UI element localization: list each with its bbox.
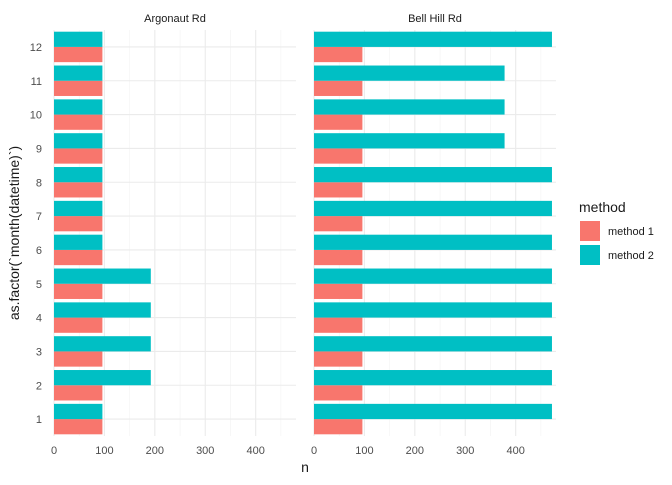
- bar-method-2-month-10: [54, 99, 103, 115]
- bar-method-2-month-11: [54, 65, 103, 81]
- x-tick-label: 400: [506, 445, 524, 457]
- bar-method-1-month-4: [54, 317, 103, 333]
- y-tick-label: 12: [30, 42, 42, 54]
- x-axis-title: n: [301, 459, 309, 475]
- y-tick-label: 11: [31, 76, 42, 88]
- bar-method-1-month-10: [54, 114, 103, 130]
- bar-method-1-month-6: [54, 249, 103, 266]
- y-tick-label: 3: [36, 346, 42, 358]
- bar-method-2-month-8: [314, 167, 552, 183]
- bar-method-2-month-7: [54, 200, 103, 217]
- y-tick-label: 4: [36, 313, 42, 325]
- x-tick-label: 0: [51, 445, 57, 457]
- bar-method-2-month-3: [54, 336, 151, 352]
- bar-method-2-month-6: [314, 234, 552, 250]
- bar-method-1-month-4: [314, 317, 363, 333]
- y-axis-title: as.factor(`month(datetime)`): [6, 146, 22, 320]
- x-tick-label: 400: [246, 445, 264, 457]
- bar-method-2-month-11: [314, 65, 505, 81]
- bar-method-2-month-4: [54, 302, 151, 318]
- bar-method-1-month-6: [314, 249, 363, 266]
- bar-method-2-month-10: [314, 99, 505, 115]
- bar-method-2-month-9: [54, 133, 103, 149]
- bar-method-1-month-9: [314, 148, 363, 164]
- y-tick-label: 9: [36, 143, 42, 155]
- bar-method-1-month-1: [54, 419, 103, 435]
- y-tick-label: 8: [36, 177, 42, 189]
- bar-method-2-month-4: [314, 302, 552, 318]
- bar-method-1-month-7: [314, 216, 363, 232]
- x-tick-label: 100: [95, 445, 113, 457]
- y-tick-label: 2: [36, 380, 42, 392]
- facet-label: Argonaut Rd: [144, 13, 206, 25]
- bar-method-1-month-11: [54, 80, 103, 96]
- x-tick-label: 100: [355, 445, 373, 457]
- bar-method-1-month-8: [314, 182, 363, 198]
- bars-layer: [54, 31, 552, 435]
- y-tick-label: 10: [30, 110, 42, 122]
- legend-label: method 2: [608, 250, 654, 262]
- bar-method-2-month-9: [314, 133, 505, 149]
- bar-method-2-month-7: [314, 200, 552, 217]
- legend: method method 1 method 2: [579, 199, 654, 265]
- y-tick-label: 6: [36, 245, 42, 257]
- bar-method-1-month-10: [314, 114, 363, 130]
- x-tick-label: 200: [146, 445, 164, 457]
- bar-method-2-month-8: [54, 167, 103, 183]
- legend-swatch: [580, 245, 600, 265]
- bar-method-2-month-5: [54, 268, 151, 284]
- bar-method-1-month-12: [314, 46, 363, 63]
- y-tick-label: 1: [36, 414, 42, 426]
- y-tick-label: 7: [36, 211, 42, 223]
- legend-label: method 1: [608, 226, 654, 238]
- bar-method-1-month-8: [54, 182, 103, 198]
- bar-method-2-month-5: [314, 268, 552, 284]
- bar-method-1-month-5: [314, 283, 363, 299]
- bar-method-1-month-11: [314, 80, 363, 96]
- bar-method-2-month-1: [314, 403, 552, 420]
- x-tick-label: 300: [456, 445, 474, 457]
- bar-method-1-month-12: [54, 46, 103, 63]
- bar-method-2-month-3: [314, 336, 552, 352]
- bar-method-2-month-12: [54, 31, 103, 47]
- bar-method-1-month-5: [54, 283, 103, 299]
- bar-method-1-month-9: [54, 148, 103, 164]
- bar-method-2-month-6: [54, 234, 103, 250]
- x-tick-label: 300: [196, 445, 214, 457]
- x-tick-label: 0: [311, 445, 317, 457]
- legend-title: method: [579, 199, 626, 215]
- text-layer: Argonaut Rd 0 100 200 300 400 Bell Hill Rd 0 100…: [6, 13, 525, 475]
- bar-method-1-month-3: [314, 351, 363, 367]
- x-tick-label: 200: [406, 445, 424, 457]
- bar-method-1-month-7: [54, 216, 103, 232]
- bar-method-2-month-1: [54, 403, 103, 420]
- bar-method-2-month-2: [314, 370, 552, 386]
- y-tick-label: 5: [36, 279, 42, 291]
- bar-method-1-month-2: [314, 385, 363, 401]
- bar-method-1-month-1: [314, 419, 363, 435]
- bar-method-2-month-12: [314, 31, 552, 47]
- bar-method-1-month-2: [54, 385, 103, 401]
- facet-label: Bell Hill Rd: [408, 13, 462, 25]
- legend-swatch: [580, 221, 600, 241]
- bar-method-1-month-3: [54, 351, 103, 367]
- bar-method-2-month-2: [54, 370, 151, 386]
